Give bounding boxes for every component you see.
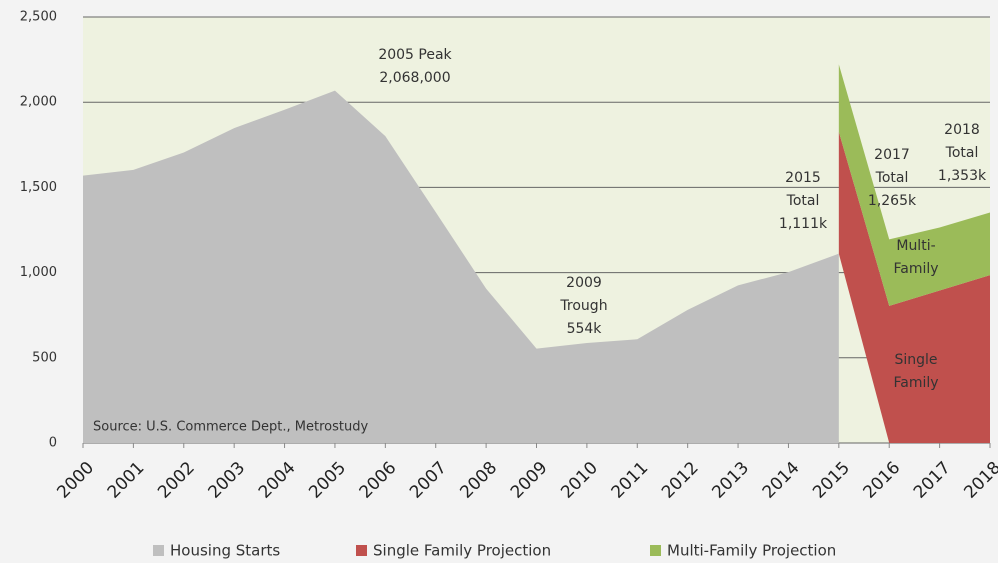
x-tick-label: 2002: [154, 458, 199, 503]
annotation: 2018 Total 1,353k: [938, 122, 987, 184]
annotation-line: Single: [894, 352, 937, 368]
annotation-line: 1,111k: [779, 216, 828, 232]
x-tick-label: 2010: [557, 458, 602, 503]
annotation: 2017 Total 1,265k: [868, 147, 917, 209]
x-tick-label: 2008: [456, 458, 501, 503]
y-tick-label: 0: [49, 436, 57, 451]
area: [838, 64, 990, 306]
annotation-line: Total: [945, 145, 979, 161]
annotation-line: 2,068,000: [379, 70, 450, 86]
y-tick-label: 500: [32, 350, 57, 365]
legend-swatch: [153, 545, 164, 556]
x-tick-label: 2014: [759, 458, 804, 503]
x-tick-label: 2009: [507, 458, 552, 503]
x-tick-label: 2017: [910, 458, 955, 503]
annotation-line: Total: [786, 193, 820, 209]
legend-swatch: [650, 545, 661, 556]
annotation-line: 2018: [944, 122, 980, 138]
annotation-line: 2017: [874, 147, 910, 163]
y-tick-label: 2,500: [20, 10, 57, 25]
area: [838, 131, 990, 443]
annotation: Single Family: [893, 352, 938, 391]
x-tick-label: 2018: [960, 458, 998, 503]
x-tick-label: 2007: [406, 458, 451, 503]
source: Source: U.S. Commerce Dept., Metrostudy: [93, 420, 368, 435]
x-tick-label: 2013: [708, 458, 753, 503]
annotation: 2009 Trough 554k: [559, 275, 607, 337]
annotation-line: 2005 Peak: [378, 47, 452, 63]
annotation-line: 1,353k: [938, 168, 987, 184]
annotation-line: Total: [875, 170, 909, 186]
annotation-line: Family: [893, 375, 938, 391]
x-tick-label: 2001: [104, 458, 149, 503]
x-tick-label: 2000: [53, 458, 98, 503]
y-tick-label: 1,500: [20, 180, 57, 195]
area: [83, 90, 839, 444]
annotation-line: 554k: [567, 321, 603, 337]
x-tick-label: 2004: [255, 458, 300, 503]
x-tick-label: 2012: [658, 458, 703, 503]
x-tick-label: 2015: [809, 458, 854, 503]
y-tick-label: 1,000: [20, 265, 57, 280]
annotation-line: 2015: [785, 170, 821, 186]
legend-swatch: [356, 545, 367, 556]
annotation-line: Multi-: [896, 238, 935, 254]
x-tick-label: 2016: [860, 458, 905, 503]
annotation-line: 2009: [566, 275, 602, 291]
x-tick-label: 2011: [608, 458, 653, 503]
x-tick-label: 2005: [305, 458, 350, 503]
annotation: Multi- Family: [893, 238, 938, 277]
legend-label: Single Family Projection: [373, 542, 551, 560]
annotation-line: 1,265k: [868, 193, 917, 209]
annotation: 2005 Peak 2,068,000: [378, 47, 452, 86]
legend-label: Housing Starts: [170, 542, 280, 560]
legend-label: Multi-Family Projection: [667, 542, 836, 560]
y-tick-label: 2,000: [20, 95, 57, 110]
x-tick-label: 2006: [356, 458, 401, 503]
annotation-line: Trough: [559, 298, 607, 314]
annotation-line: Family: [893, 261, 938, 277]
x-tick-label: 2003: [205, 458, 250, 503]
annotation: 2015 Total 1,111k: [779, 170, 828, 232]
